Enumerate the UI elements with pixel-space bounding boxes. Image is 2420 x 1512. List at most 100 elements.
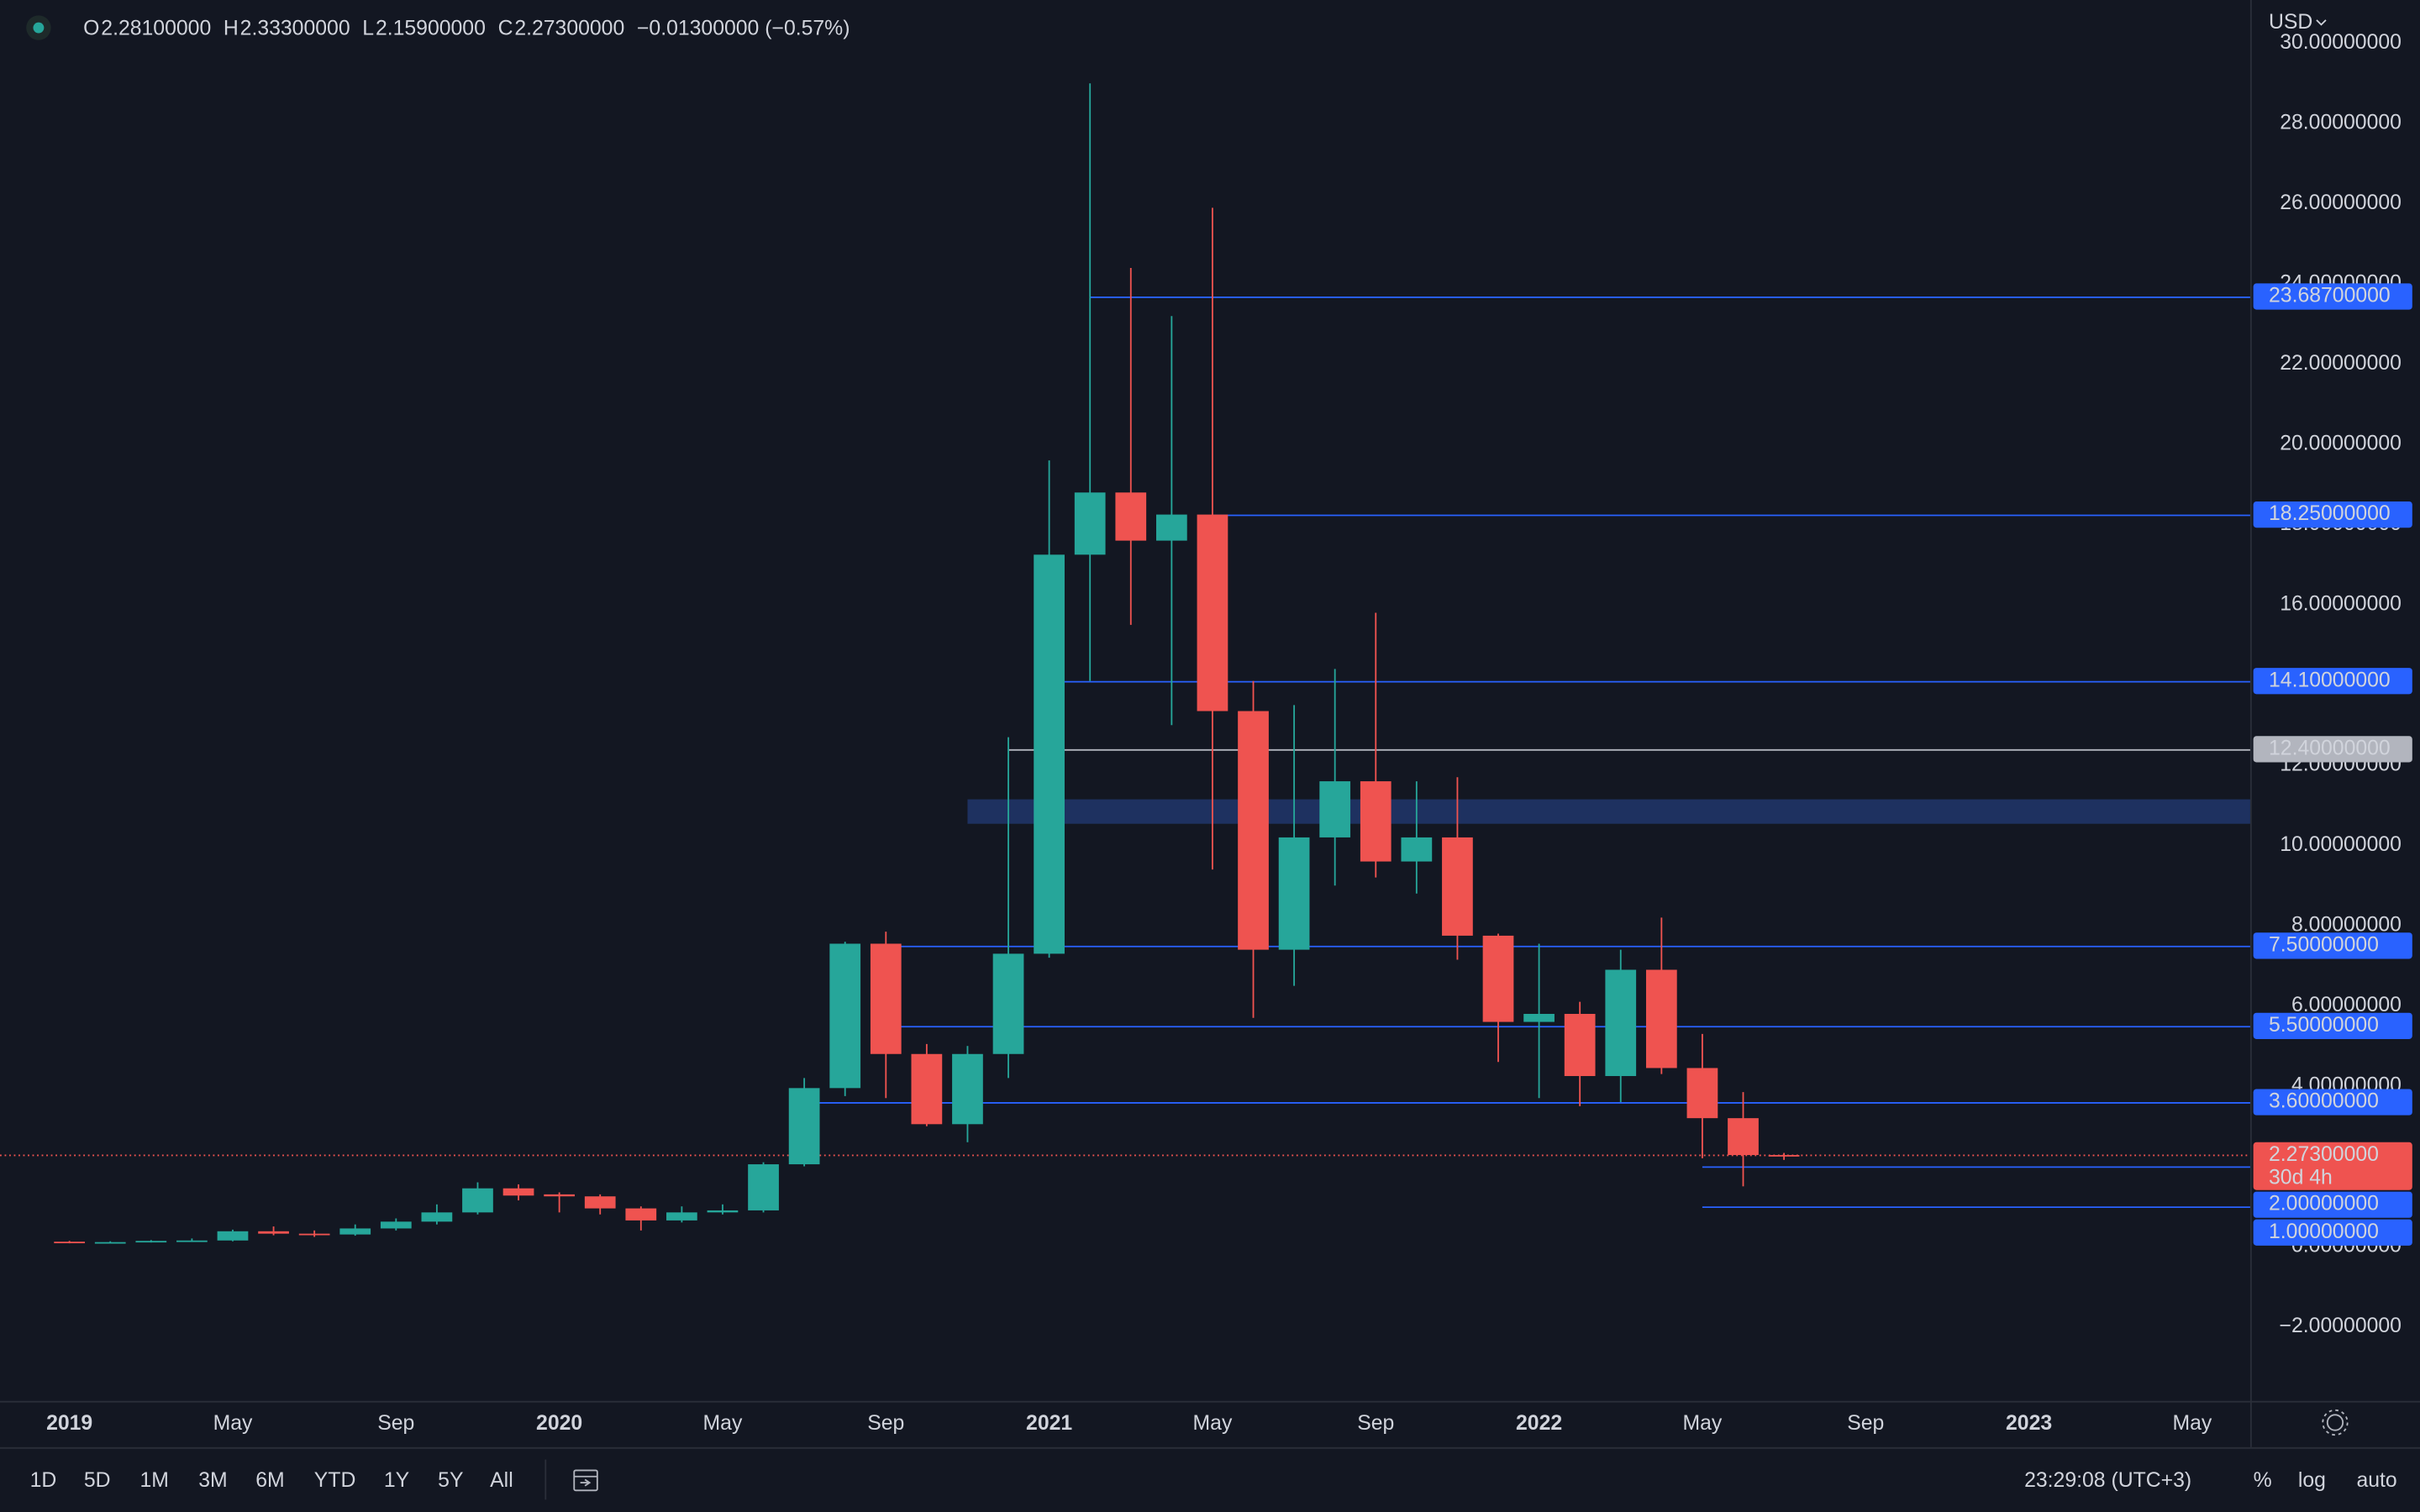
candle-body (135, 1241, 167, 1243)
candle-body (1238, 711, 1269, 950)
range-button[interactable]: 1D (30, 1469, 57, 1492)
candle-body (421, 1212, 453, 1222)
candle-body (258, 1231, 289, 1234)
candle-body (54, 1242, 86, 1244)
legend-key: H (224, 17, 239, 39)
y-tick-label: 28.00000000 (2280, 112, 2402, 134)
price-label: 7.50000000 (2269, 933, 2379, 956)
y-tick-label: 20.00000000 (2280, 433, 2402, 455)
x-tick-label: 2023 (2006, 1412, 2052, 1435)
price-label: 2.27300000 (2269, 1143, 2379, 1166)
legend-value: 2.33300000 (240, 17, 350, 39)
candle-body (217, 1231, 249, 1241)
candle-body (1442, 837, 1473, 936)
candle-body (1034, 554, 1065, 954)
candle-body (952, 1053, 983, 1125)
x-tick-label: May (1683, 1412, 1723, 1435)
y-tick-label: 16.00000000 (2280, 593, 2402, 616)
status-dot (33, 22, 45, 34)
price-label-bg (2253, 668, 2412, 695)
candle-body (1728, 1118, 1759, 1156)
candle-body (788, 1088, 820, 1165)
candle-body (625, 1208, 657, 1221)
candle-body (380, 1221, 412, 1229)
price-label-bg (2253, 1012, 2412, 1039)
candle-body (911, 1053, 943, 1125)
price-label-bg (2253, 736, 2412, 763)
x-tick-label: Sep (1357, 1412, 1394, 1435)
scale-option[interactable]: log (2298, 1469, 2326, 1492)
candle-body (1523, 1014, 1555, 1022)
candle-body (1278, 837, 1310, 950)
candle-body (544, 1194, 575, 1197)
x-tick-label: Sep (1847, 1412, 1884, 1435)
range-button[interactable]: 5D (84, 1469, 111, 1492)
candle-body (1645, 969, 1677, 1068)
x-tick-label: Sep (867, 1412, 904, 1435)
range-button[interactable]: YTD (314, 1469, 356, 1492)
candle-body (1319, 781, 1351, 837)
candle-body (1360, 781, 1392, 862)
candle-body (829, 943, 861, 1089)
x-tick-label: May (213, 1412, 253, 1435)
clock[interactable]: 23:29:08 (UTC+3) (2024, 1469, 2191, 1492)
plot (0, 83, 2250, 1244)
date-range-icon[interactable] (573, 1469, 598, 1492)
price-label: 30d 4h (2269, 1167, 2333, 1189)
candle-body (1155, 514, 1187, 541)
range-button[interactable]: All (490, 1469, 513, 1492)
range-button[interactable]: 1M (139, 1469, 168, 1492)
range-button[interactable]: 5Y (438, 1469, 463, 1492)
legend-key: C (498, 17, 513, 39)
settings-icon[interactable] (2322, 1409, 2349, 1436)
legend-key: O (83, 17, 99, 39)
price-label-bg (2253, 501, 2412, 528)
currency[interactable]: USD (2269, 11, 2312, 34)
candle-body (992, 953, 1024, 1054)
price-label: 5.50000000 (2269, 1014, 2379, 1037)
candle-body (666, 1212, 697, 1221)
x-tick-label: 2021 (1026, 1412, 1072, 1435)
candle-body (502, 1188, 534, 1196)
legend-value: 2.15900000 (376, 17, 486, 39)
range-button[interactable]: 1Y (384, 1469, 409, 1492)
toolbar: 1D 5D 1M 3M 6M YTD 1Y 5Y All 23:29:08 (UTC+3)% log… (30, 1469, 2397, 1492)
legend-change: −0.01300000 (−0.57%) (637, 17, 850, 39)
candle-body (298, 1233, 330, 1236)
x-tick-label: May (1193, 1412, 1233, 1435)
y-tick-label: −2.00000000 (2280, 1315, 2402, 1337)
legend-key: L (362, 17, 374, 39)
price-label-bg (2253, 1219, 2412, 1246)
price-label: 23.68700000 (2269, 285, 2391, 307)
y-tick-label: 6.00000000 (2291, 994, 2402, 1016)
candle-body (1564, 1014, 1596, 1077)
candle-body (1482, 935, 1514, 1022)
candle-body (339, 1228, 371, 1235)
legend-value: 2.28100000 (101, 17, 211, 39)
price-label-bg (2253, 1191, 2412, 1218)
candle-body (462, 1188, 493, 1213)
range-button[interactable]: 6M (255, 1469, 284, 1492)
y-tick-label: 10.00000000 (2280, 833, 2402, 856)
candle-body (94, 1242, 126, 1244)
candle-body (748, 1164, 779, 1210)
range-button[interactable]: 3M (198, 1469, 227, 1492)
legend-value: 2.27300000 (514, 17, 624, 39)
candle-body (1686, 1068, 1718, 1119)
candle-body (584, 1196, 616, 1209)
x-tick-label: 2019 (46, 1412, 92, 1435)
price-label-bg (2253, 283, 2412, 310)
candle-body (1074, 492, 1106, 555)
zone (967, 799, 2250, 824)
y-tick-label: 8.00000000 (2291, 914, 2402, 937)
scale-option[interactable]: % (2254, 1469, 2272, 1492)
x-tick-label: 2022 (1516, 1412, 1562, 1435)
x-tick-label: May (703, 1412, 743, 1435)
price-label: 3.60000000 (2269, 1090, 2379, 1113)
scale-option[interactable]: auto (2356, 1469, 2396, 1492)
candle-body (707, 1210, 739, 1213)
candle-body (1605, 969, 1637, 1077)
